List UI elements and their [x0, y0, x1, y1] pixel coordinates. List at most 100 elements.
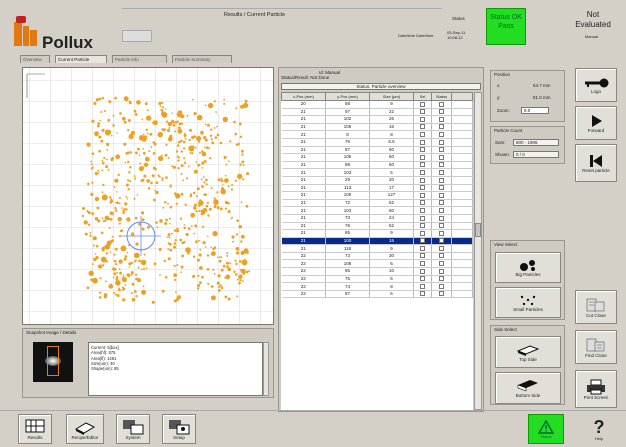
scroll-thumb[interactable] [475, 223, 481, 237]
row-checkbox[interactable] [420, 238, 425, 244]
row-checkbox[interactable] [439, 139, 444, 145]
bottom-side-button[interactable]: Bottom Side [495, 372, 561, 404]
row-checkbox[interactable] [439, 192, 444, 198]
row-checkbox[interactable] [439, 101, 444, 107]
table-row[interactable]: 22 75 6 [281, 275, 473, 284]
row-checkbox[interactable] [420, 223, 425, 229]
row-checkbox[interactable] [420, 253, 425, 259]
table-row[interactable]: 22 74 8 [281, 282, 473, 291]
row-checkbox[interactable] [439, 185, 444, 191]
find-close-button[interactable]: Find Close [575, 330, 617, 364]
table-row[interactable]: 21 103 5 [281, 168, 473, 177]
row-checkbox[interactable] [420, 147, 425, 153]
big-particles-button[interactable]: Big Particles [495, 252, 561, 283]
table-row[interactable]: 22 85 10 [281, 267, 473, 276]
col-xpos[interactable]: x-Pos (mm) [281, 92, 326, 101]
row-checkbox[interactable] [439, 238, 444, 244]
row-checkbox[interactable] [420, 116, 425, 122]
table-row[interactable]: 21 29 20 [281, 176, 473, 185]
particle-map[interactable] [22, 67, 274, 325]
row-checkbox[interactable] [439, 223, 444, 229]
col-sel[interactable]: Sel [413, 92, 432, 101]
row-checkbox[interactable] [439, 276, 444, 282]
row-checkbox[interactable] [439, 162, 444, 168]
setup-button[interactable]: Setup [162, 414, 196, 444]
row-checkbox[interactable] [439, 154, 444, 160]
table-row[interactable]: 21 106 60 [281, 153, 473, 162]
row-checkbox[interactable] [439, 124, 444, 130]
row-checkbox[interactable] [420, 169, 425, 175]
row-checkbox[interactable] [439, 245, 444, 251]
warning-status-button[interactable]: Status [528, 414, 564, 444]
small-particles-button[interactable]: Small Particles [495, 287, 561, 318]
row-checkbox[interactable] [420, 177, 425, 183]
logo-button[interactable]: Logo [575, 68, 617, 102]
system-button[interactable]: System [116, 414, 150, 444]
col-size[interactable]: Size (µm) [369, 92, 414, 101]
tab-current-particle[interactable]: Current Particle [55, 55, 107, 63]
row-checkbox[interactable] [439, 215, 444, 221]
tab-particle-summary[interactable]: Particle Summary [172, 55, 232, 63]
row-checkbox[interactable] [439, 253, 444, 259]
cut-close-button[interactable]: Cut Close [575, 290, 617, 324]
table-row[interactable]: 22 73 30 [281, 252, 473, 261]
row-checkbox[interactable] [420, 139, 425, 145]
table-row[interactable]: 21 97 22 [281, 108, 473, 117]
row-checkbox[interactable] [439, 268, 444, 274]
row-checkbox[interactable] [420, 283, 425, 289]
row-checkbox[interactable] [439, 283, 444, 289]
row-checkbox[interactable] [420, 124, 425, 130]
row-checkbox[interactable] [420, 245, 425, 251]
table-row[interactable]: 21 87 60 [281, 146, 473, 155]
col-ypos[interactable]: y-Pos (mm) [325, 92, 370, 101]
row-checkbox[interactable] [420, 215, 425, 221]
table-row[interactable]: 21 100 15 [281, 237, 473, 246]
zoom-input[interactable]: 8.0 [521, 107, 549, 114]
row-checkbox[interactable] [420, 291, 425, 297]
row-checkbox[interactable] [439, 200, 444, 206]
table-row[interactable]: 21 103 60 [281, 206, 473, 215]
tab-particle-info[interactable]: Particle Info [112, 55, 167, 63]
col-extra[interactable] [451, 92, 473, 101]
results-button[interactable]: Results [18, 414, 52, 444]
row-checkbox[interactable] [439, 169, 444, 175]
table-row[interactable]: 21 100 127 [281, 191, 473, 200]
table-row[interactable]: 21 85 9 [281, 229, 473, 238]
snapshot-image[interactable] [33, 342, 73, 382]
col-status[interactable]: Status [431, 92, 452, 101]
row-checkbox[interactable] [420, 276, 425, 282]
table-row[interactable]: 21 78 52 [281, 222, 473, 231]
row-checkbox[interactable] [439, 291, 444, 297]
details-scrollbar[interactable] [263, 342, 269, 396]
row-checkbox[interactable] [420, 192, 425, 198]
list-scrollbar[interactable] [474, 92, 482, 410]
row-checkbox[interactable] [420, 101, 425, 107]
row-checkbox[interactable] [420, 154, 425, 160]
recipe-editor-button[interactable]: Recipe/Editor [66, 414, 104, 444]
table-row[interactable]: 21 72 52 [281, 199, 473, 208]
tab-overview[interactable]: Overview [20, 55, 50, 63]
print-screen-button[interactable]: Print Screen [575, 370, 617, 408]
row-checkbox[interactable] [420, 131, 425, 137]
row-checkbox[interactable] [420, 207, 425, 213]
particle-table[interactable]: x-Pos (mm) y-Pos (mm) Size (µm) Sel Stat… [281, 92, 473, 410]
row-checkbox[interactable] [439, 109, 444, 115]
row-checkbox[interactable] [420, 162, 425, 168]
row-checkbox[interactable] [420, 185, 425, 191]
table-row[interactable]: 21 102 26 [281, 115, 473, 124]
row-checkbox[interactable] [420, 109, 425, 115]
row-checkbox[interactable] [439, 261, 444, 267]
table-row[interactable]: 21 106 16 [281, 123, 473, 132]
row-checkbox[interactable] [439, 116, 444, 122]
top-side-button[interactable]: Top Side [495, 336, 561, 368]
row-checkbox[interactable] [439, 230, 444, 236]
row-checkbox[interactable] [439, 131, 444, 137]
table-row[interactable]: 21 118 9 [281, 244, 473, 253]
table-row[interactable]: 21 88 60 [281, 161, 473, 170]
table-row[interactable]: 21 8 8 [281, 130, 473, 139]
row-checkbox[interactable] [439, 147, 444, 153]
table-row[interactable]: 20 88 9 [281, 100, 473, 109]
table-row[interactable]: 21 113 17 [281, 184, 473, 193]
row-checkbox[interactable] [420, 230, 425, 236]
table-row[interactable]: 21 73 24 [281, 214, 473, 223]
